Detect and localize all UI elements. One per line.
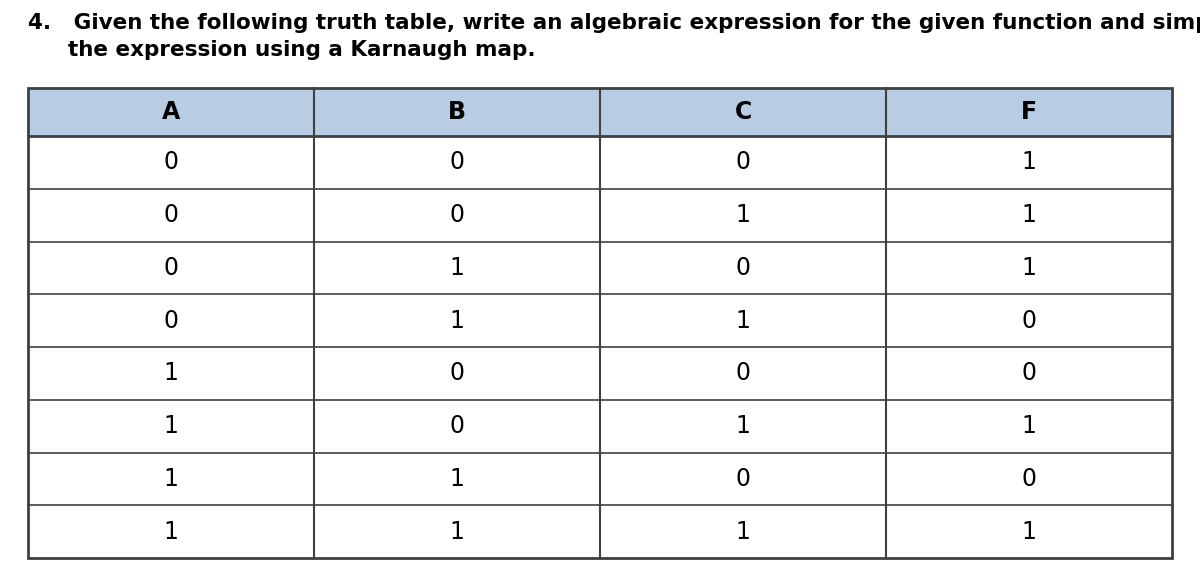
Text: 0: 0: [450, 362, 464, 385]
Bar: [28, 88, 314, 136]
Bar: [314, 88, 600, 136]
Bar: [886, 242, 1172, 294]
Text: C: C: [734, 100, 751, 124]
Bar: [886, 347, 1172, 400]
Bar: [28, 347, 314, 400]
Bar: [314, 242, 600, 294]
Bar: [314, 294, 600, 347]
Text: 0: 0: [736, 256, 750, 280]
Bar: [314, 189, 600, 242]
Text: F: F: [1021, 100, 1037, 124]
Bar: [886, 505, 1172, 558]
Text: 1: 1: [450, 256, 464, 280]
Bar: [314, 136, 600, 189]
Bar: [600, 453, 886, 505]
Bar: [600, 88, 886, 136]
Bar: [28, 505, 314, 558]
Bar: [28, 294, 314, 347]
Bar: [600, 242, 886, 294]
Text: 0: 0: [1021, 362, 1037, 385]
Bar: [886, 136, 1172, 189]
Text: 0: 0: [163, 256, 179, 280]
Bar: [886, 453, 1172, 505]
Bar: [600, 400, 886, 453]
Text: 1: 1: [163, 414, 179, 438]
Bar: [28, 189, 314, 242]
Text: A: A: [162, 100, 180, 124]
Text: 1: 1: [450, 309, 464, 333]
Bar: [28, 453, 314, 505]
Bar: [314, 505, 600, 558]
Text: 1: 1: [163, 467, 179, 491]
Text: 0: 0: [736, 467, 750, 491]
Text: 0: 0: [450, 151, 464, 175]
Bar: [28, 400, 314, 453]
Bar: [28, 242, 314, 294]
Text: 0: 0: [163, 203, 179, 227]
Bar: [28, 136, 314, 189]
Text: 1: 1: [450, 467, 464, 491]
Text: B: B: [448, 100, 466, 124]
Text: 1: 1: [1021, 256, 1037, 280]
Bar: [314, 347, 600, 400]
Text: 0: 0: [450, 414, 464, 438]
Text: the expression using a Karnaugh map.: the expression using a Karnaugh map.: [68, 40, 535, 60]
Text: 0: 0: [163, 151, 179, 175]
Text: 1: 1: [1021, 151, 1037, 175]
Text: 0: 0: [450, 203, 464, 227]
Text: 0: 0: [736, 151, 750, 175]
Text: 1: 1: [736, 203, 750, 227]
Text: 1: 1: [736, 309, 750, 333]
Text: 0: 0: [1021, 309, 1037, 333]
Bar: [600, 347, 886, 400]
Text: 0: 0: [1021, 467, 1037, 491]
Bar: [886, 400, 1172, 453]
Text: 1: 1: [163, 520, 179, 544]
Text: 1: 1: [1021, 414, 1037, 438]
Text: 1: 1: [163, 362, 179, 385]
Bar: [314, 453, 600, 505]
Bar: [600, 189, 886, 242]
Bar: [314, 400, 600, 453]
Text: 1: 1: [450, 520, 464, 544]
Bar: [886, 294, 1172, 347]
Bar: [600, 505, 886, 558]
Bar: [886, 189, 1172, 242]
Text: 1: 1: [736, 414, 750, 438]
Text: 1: 1: [1021, 520, 1037, 544]
Bar: [600, 136, 886, 189]
Bar: [28, 88, 1172, 558]
Text: 0: 0: [163, 309, 179, 333]
Text: 4.   Given the following truth table, write an algebraic expression for the give: 4. Given the following truth table, writ…: [28, 13, 1200, 33]
Bar: [600, 294, 886, 347]
Text: 0: 0: [736, 362, 750, 385]
Text: 1: 1: [736, 520, 750, 544]
Bar: [886, 88, 1172, 136]
Text: 1: 1: [1021, 203, 1037, 227]
